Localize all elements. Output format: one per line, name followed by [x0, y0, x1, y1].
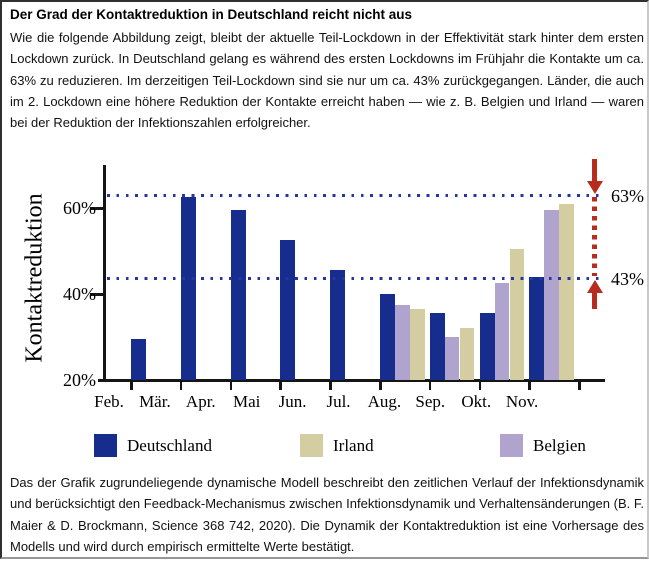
legend-swatch-deutschland	[94, 434, 117, 457]
x-axis-label: Okt.	[461, 392, 492, 411]
bar-deutschland-Sep	[429, 313, 445, 380]
bar-deutschland-Okt	[479, 313, 495, 380]
up-arrow-shaft	[592, 292, 597, 310]
y-tick-label: 40%	[63, 284, 96, 304]
bar-deutschland-Nov	[529, 276, 545, 380]
legend-label-irland: Irland	[333, 436, 374, 455]
down-arrow-icon	[586, 181, 603, 195]
bar-deutschland-Mai	[230, 210, 246, 380]
x-axis-label: Nov.	[505, 392, 539, 411]
x-axis-label: Mai	[232, 392, 261, 411]
bar-irland-Nov	[559, 203, 574, 380]
x-tick	[428, 381, 432, 390]
down-arrow-shaft	[592, 159, 597, 183]
y-tick-label: 20%	[63, 370, 96, 390]
legend-swatch-irland	[300, 434, 323, 457]
x-axis-label: Feb.	[94, 392, 124, 411]
x-axis-label: Jun.	[278, 392, 307, 411]
intro-paragraph: Wie die folgende Abbildung zeigt, bleibt…	[10, 30, 644, 131]
x-axis-label: Sep.	[415, 392, 446, 411]
reference-line-43%	[107, 276, 605, 280]
y-tick	[90, 292, 104, 296]
x-tick	[179, 381, 183, 390]
y-axis	[103, 165, 106, 382]
x-tick	[379, 381, 382, 390]
x-tick	[279, 381, 282, 390]
footnote-paragraph: Das der Grafik zugrundeliegende dynamisc…	[10, 475, 644, 554]
bar-deutschland-Jul	[330, 270, 346, 380]
x-tick	[329, 381, 332, 390]
red-dotted-connector	[592, 197, 597, 277]
ref-label-43%: 43%	[611, 269, 644, 290]
legend-label-belgien: Belgien	[533, 436, 586, 455]
bar-belgien-Nov	[544, 210, 559, 380]
bar-deutschland-Aug	[380, 294, 395, 380]
up-arrow-icon	[586, 280, 603, 294]
x-tick	[478, 381, 482, 390]
x-axis-label: Jul.	[326, 392, 351, 411]
legend-item-belgien: Belgien	[500, 434, 586, 457]
bar-belgien-Aug	[395, 304, 410, 380]
x-axis-label: Aug.	[367, 392, 402, 411]
x-tick	[130, 381, 133, 390]
x-tick	[229, 381, 233, 390]
bar-irland-Okt	[509, 248, 525, 380]
bar-irland-Aug	[410, 309, 425, 380]
y-tick-label: 60%	[63, 198, 96, 218]
x-axis-label: Mär.	[139, 392, 171, 411]
x-tick	[578, 381, 581, 390]
ref-label-63%: 63%	[611, 186, 644, 207]
bar-belgien-Okt	[494, 283, 510, 380]
x-axis	[98, 379, 605, 382]
bar-deutschland-Jun	[280, 240, 296, 380]
x-tick	[528, 381, 531, 390]
x-axis-label: Apr.	[185, 392, 216, 411]
legend-label-deutschland: Deutschland	[127, 436, 212, 455]
legend-item-deutschland: Deutschland	[94, 434, 212, 457]
bar-deutschland-Apr	[180, 197, 196, 380]
legend-swatch-belgien	[500, 434, 523, 457]
bar-irland-Sep	[459, 328, 475, 380]
bar-deutschland-Mär	[131, 339, 146, 380]
y-tick	[90, 206, 104, 210]
figure-title: Der Grad der Kontaktreduktion in Deutsch…	[10, 7, 413, 22]
bar-belgien-Sep	[444, 337, 460, 380]
legend-item-irland: Irland	[300, 434, 374, 457]
reference-line-63%	[107, 193, 605, 197]
